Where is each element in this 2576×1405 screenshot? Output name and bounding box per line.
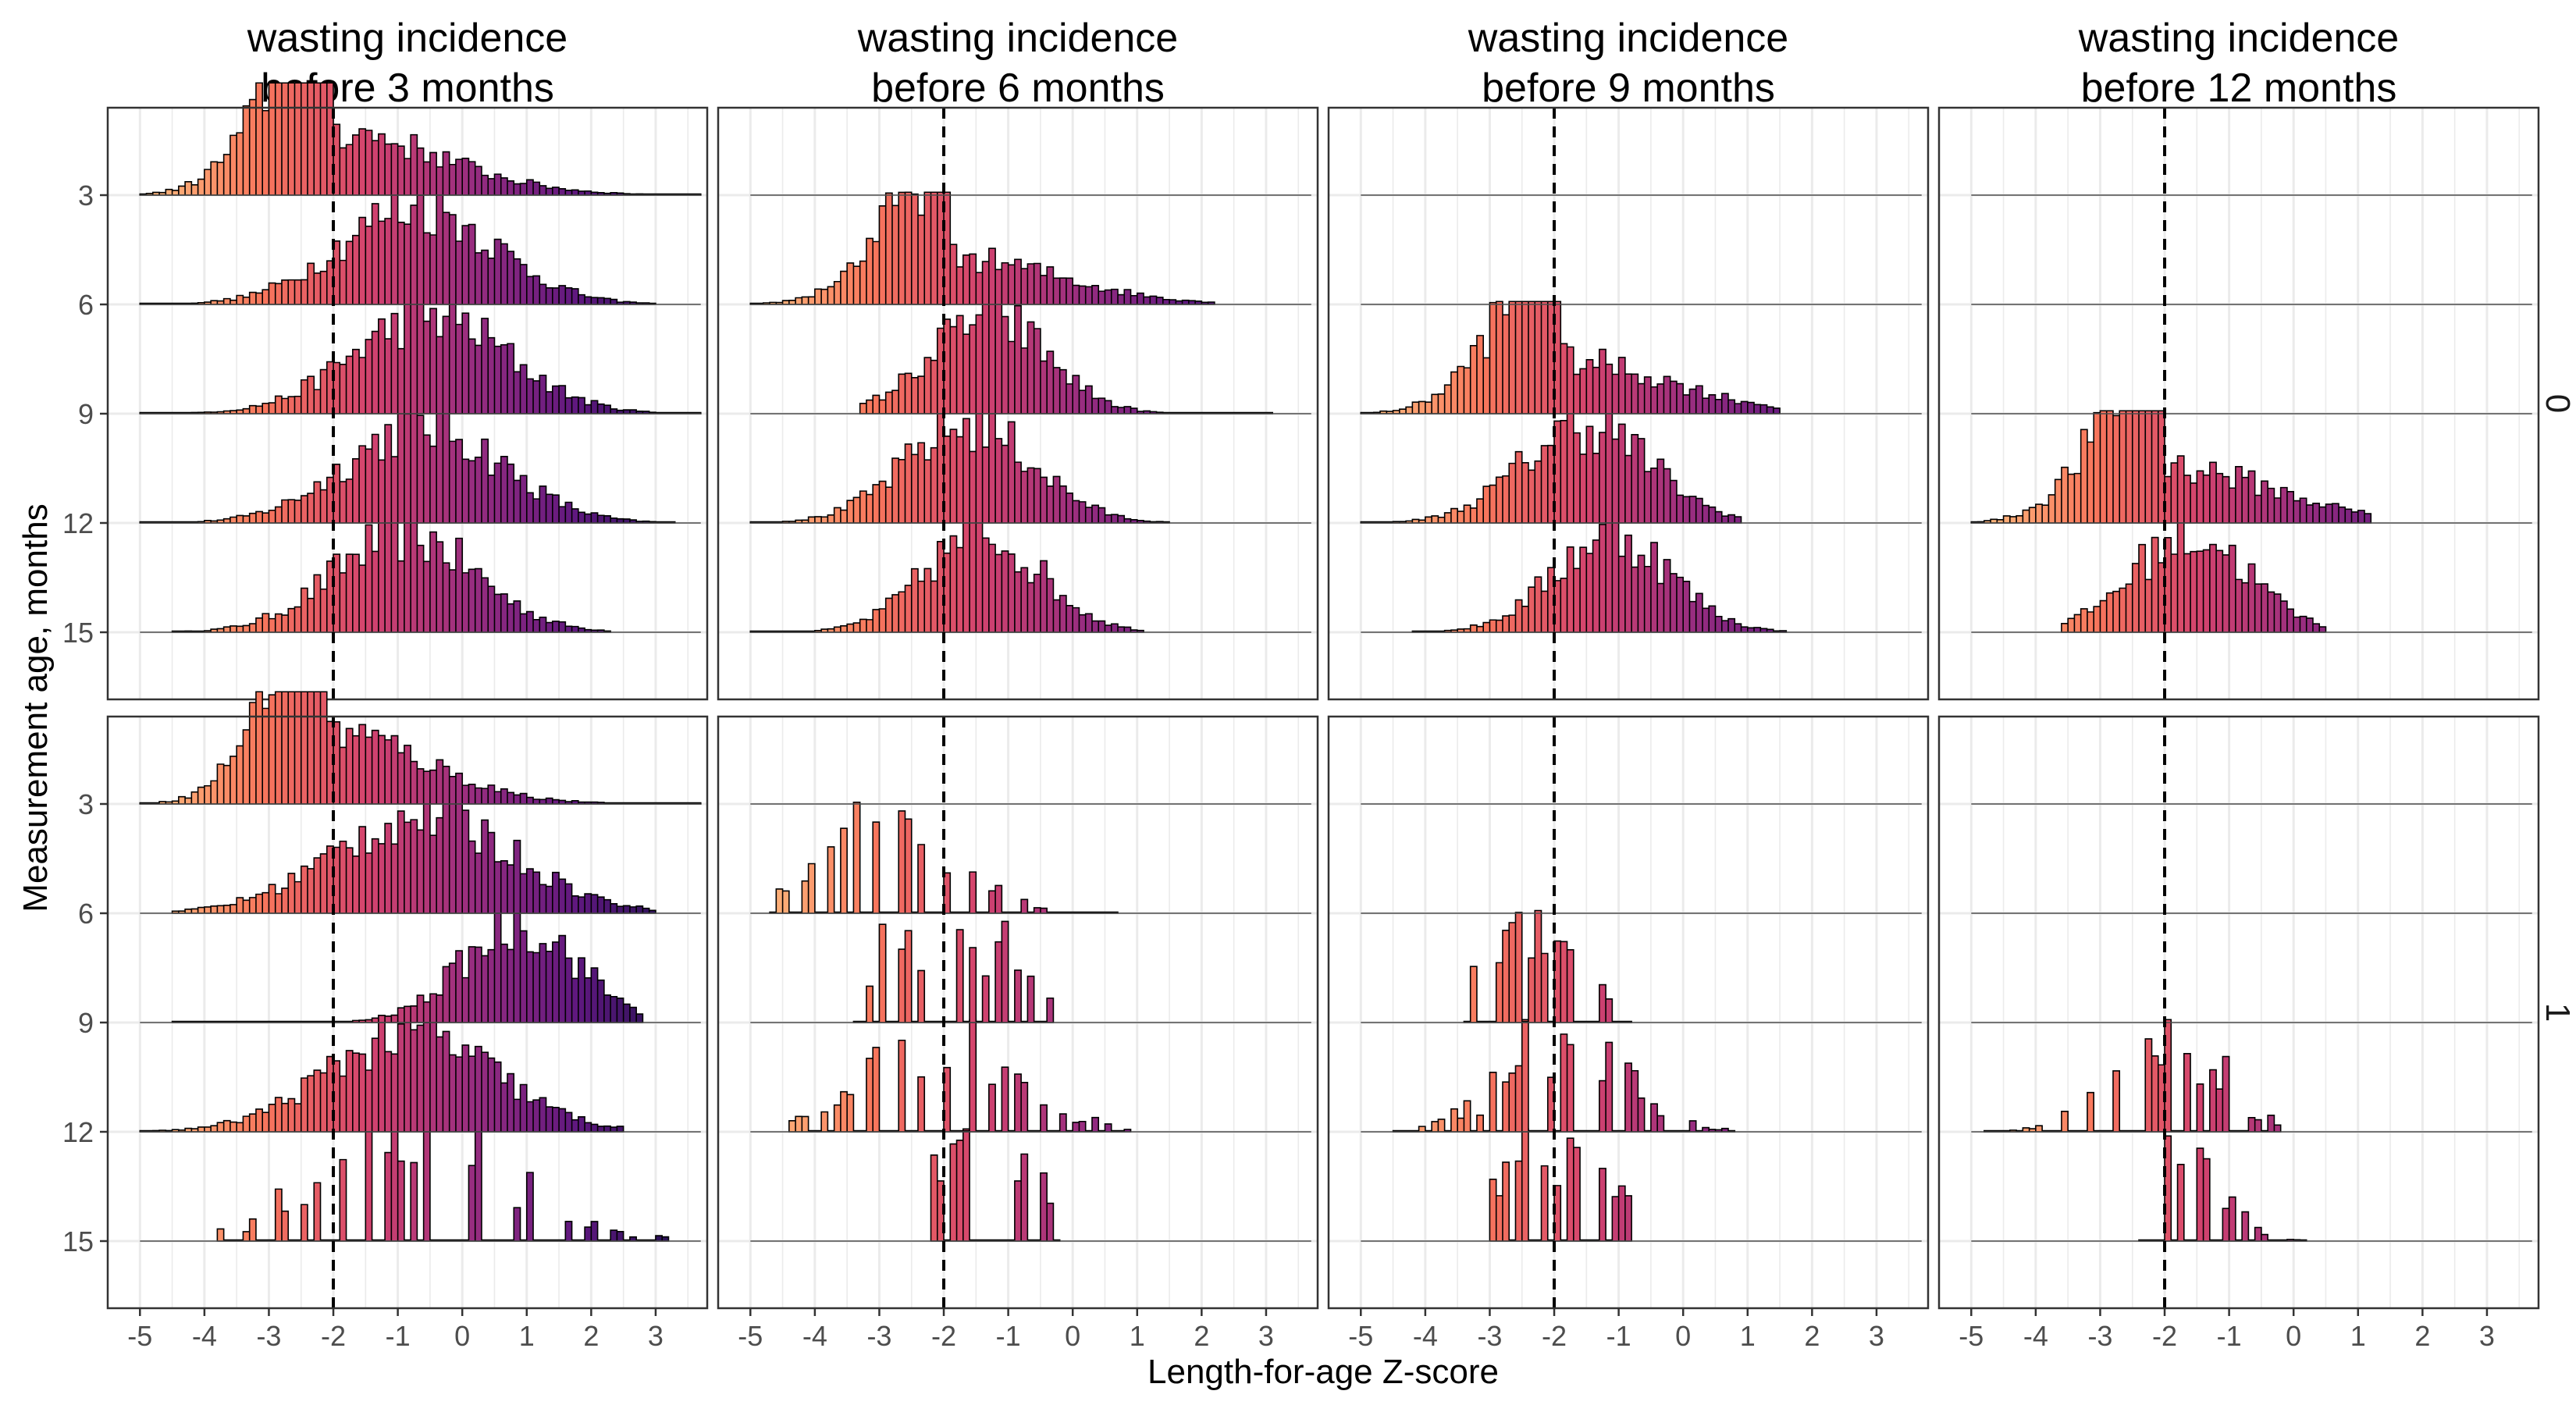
- x-tick-label: -2: [321, 1320, 346, 1352]
- histogram-age-12: [139, 1019, 624, 1133]
- column-title-1-line1: wasting incidence: [247, 16, 568, 61]
- x-tick-label: -1: [996, 1320, 1021, 1352]
- x-tick-label: 2: [2414, 1320, 2430, 1352]
- y-tick-label: 12: [62, 507, 94, 539]
- y-tick-label: 9: [78, 1007, 94, 1039]
- histogram-age-9: [1360, 301, 1781, 414]
- histogram-age-12: [749, 410, 1170, 524]
- y-tick-label: 15: [62, 1225, 94, 1257]
- histogram-age-12: [139, 410, 676, 524]
- y-tick-label: 12: [62, 1116, 94, 1148]
- x-tick-label: 1: [1740, 1320, 1756, 1352]
- panel-r0-c2: [1327, 106, 1930, 701]
- y-tick-label: 9: [78, 398, 94, 430]
- x-tick-label: -1: [1606, 1320, 1631, 1352]
- column-titles: wasting incidence before 3 months wastin…: [247, 16, 2399, 111]
- x-tick-label: -5: [1959, 1320, 1984, 1352]
- x-tick-label: 3: [1258, 1320, 1274, 1352]
- column-title-3-line1: wasting incidence: [1468, 16, 1788, 61]
- x-tick-label: -2: [1542, 1320, 1567, 1352]
- x-tick-label: -4: [802, 1320, 827, 1352]
- panel-border: [1937, 715, 2540, 1310]
- x-axis-title: Length-for-age Z-score: [1147, 1353, 1499, 1391]
- x-tick-label: -4: [192, 1320, 217, 1352]
- panel-border: [1937, 106, 2540, 701]
- panel-r0-c3: [1937, 106, 2540, 701]
- x-tick-label: 1: [519, 1320, 535, 1352]
- x-tick-label: -4: [1413, 1320, 1438, 1352]
- histogram-age-15: [1489, 1128, 1632, 1242]
- histogram-age-12: [1970, 410, 2372, 524]
- y-tick-label: 6: [78, 289, 94, 321]
- x-tick-label: 3: [648, 1320, 664, 1352]
- row-strips: 0 1: [2539, 394, 2576, 1022]
- histogram-age-12: [788, 1019, 1132, 1133]
- histogram-age-6: [749, 191, 1215, 305]
- x-tick-label: -5: [1348, 1320, 1373, 1352]
- x-tick-label: -2: [2152, 1320, 2177, 1352]
- histogram-age-15: [171, 519, 611, 633]
- histogram-age-15: [749, 519, 1144, 633]
- panel-r1-c2: -5 -4 -3 -2 -1 0 1 2 3: [1327, 715, 1930, 1352]
- panel-border: [106, 106, 709, 701]
- x-tick-label: 2: [1804, 1320, 1820, 1352]
- histogram-age-9: [171, 909, 644, 1023]
- histogram-age-6: [171, 800, 656, 914]
- x-tick-label: 1: [2350, 1320, 2366, 1352]
- histogram-age-9: [852, 920, 1055, 1023]
- x-tick-label: -3: [2087, 1320, 2112, 1352]
- histogram-age-3: [139, 82, 702, 196]
- column-title-3-line2: before 9 months: [1482, 66, 1775, 111]
- x-tick-label: -3: [866, 1320, 891, 1352]
- column-title-4-line2: before 12 months: [2081, 66, 2397, 111]
- histogram-age-15: [1411, 519, 1788, 633]
- column-title-2-line2: before 6 months: [871, 66, 1165, 111]
- panel-border: [717, 715, 1319, 1310]
- x-tick-label: 0: [454, 1320, 470, 1352]
- x-tick-label: -4: [2023, 1320, 2048, 1352]
- x-tick-label: 2: [583, 1320, 599, 1352]
- x-tick-label: 2: [1194, 1320, 1209, 1352]
- histogram-age-3: [139, 691, 702, 805]
- x-tick-label: -5: [127, 1320, 152, 1352]
- y-tick-label: 15: [62, 617, 94, 649]
- x-tick-label: -3: [256, 1320, 281, 1352]
- y-tick-label: 6: [78, 898, 94, 930]
- x-tick-label: -5: [738, 1320, 763, 1352]
- panel-border: [1327, 715, 1930, 1310]
- histogram-age-6: [139, 191, 656, 305]
- x-tick-label: -1: [2217, 1320, 2242, 1352]
- y-tick-label: 3: [78, 788, 94, 820]
- x-tick-label: 3: [2479, 1320, 2495, 1352]
- x-tick-label: 0: [1065, 1320, 1080, 1352]
- y-axis-title: Measurement age, months: [16, 503, 55, 912]
- panel-r0-c0: 3 6 9 12 15: [62, 82, 709, 701]
- panel-border: [106, 715, 709, 1310]
- x-tick-label: 1: [1130, 1320, 1145, 1352]
- x-tick-label: 0: [1675, 1320, 1691, 1352]
- x-tick-label: 3: [1869, 1320, 1884, 1352]
- panel-r1-c1: -5 -4 -3 -2 -1 0 1 2 3: [717, 715, 1319, 1352]
- histogram-age-9: [139, 301, 702, 414]
- panel-r0-c1: [717, 106, 1319, 701]
- column-title-2-line1: wasting incidence: [857, 16, 1178, 61]
- histogram-age-15: [216, 1128, 670, 1242]
- row-strip-1: 1: [2539, 1003, 2576, 1022]
- y-tick-label: 3: [78, 180, 94, 212]
- x-tick-label: -2: [931, 1320, 956, 1352]
- x-tick-label: -1: [386, 1320, 411, 1352]
- panel-border: [1327, 106, 1930, 701]
- x-tick-label: -3: [1477, 1320, 1502, 1352]
- panel-border: [717, 106, 1319, 701]
- row-strip-0: 0: [2539, 394, 2576, 413]
- histogram-age-9: [859, 301, 1273, 414]
- panel-r1-c3: -5 -4 -3 -2 -1 0 1 2 3: [1937, 715, 2540, 1352]
- histogram-age-15: [2061, 519, 2327, 633]
- x-tick-label: 0: [2286, 1320, 2301, 1352]
- column-title-4-line1: wasting incidence: [2078, 16, 2399, 61]
